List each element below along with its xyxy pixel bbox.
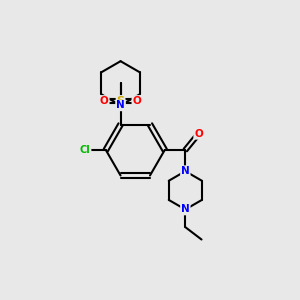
Text: O: O — [100, 96, 109, 106]
Text: Cl: Cl — [80, 145, 91, 155]
Text: S: S — [117, 96, 124, 106]
Text: O: O — [194, 129, 203, 139]
Text: N: N — [116, 100, 125, 110]
Text: N: N — [181, 205, 190, 214]
Text: N: N — [181, 166, 190, 176]
Text: O: O — [132, 96, 141, 106]
